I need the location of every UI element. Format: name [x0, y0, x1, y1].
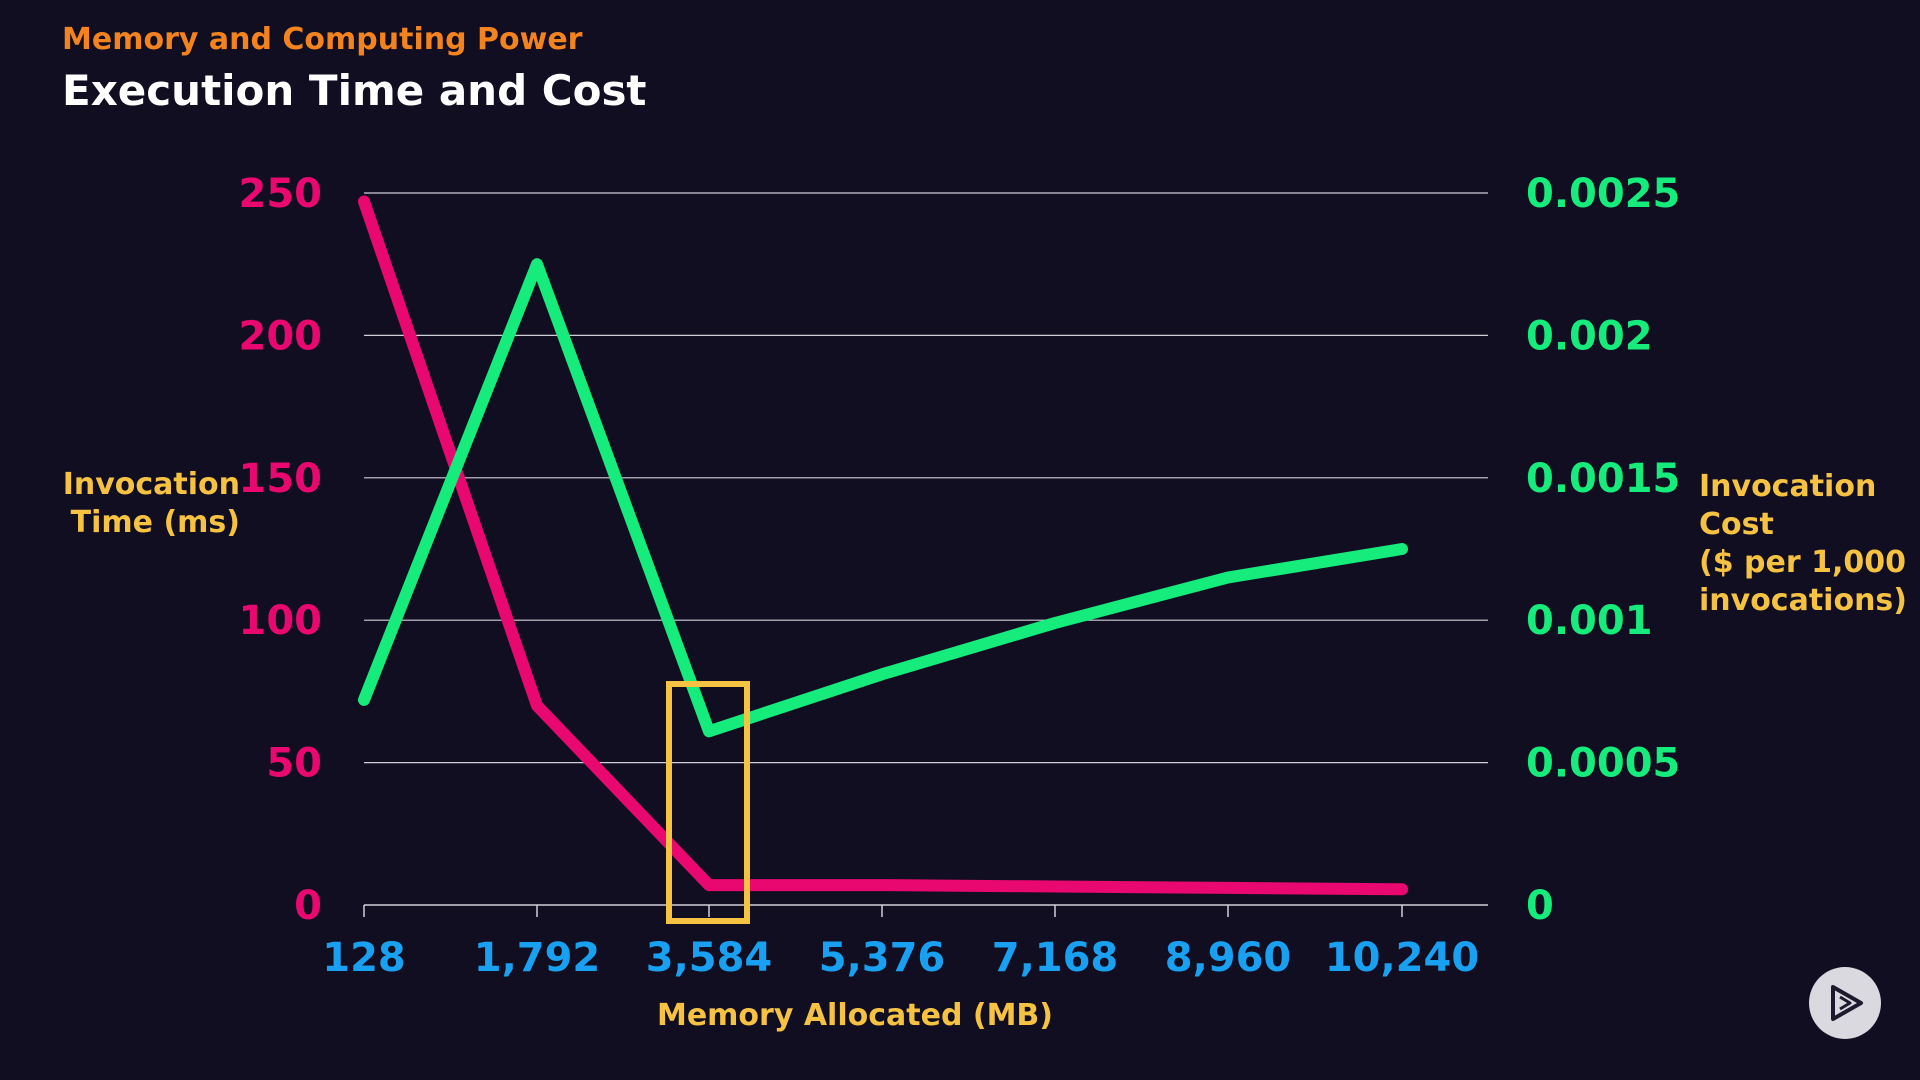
x-tick-label: 3,584 — [646, 935, 773, 981]
play-button[interactable] — [1809, 967, 1881, 1039]
series-lines — [358, 195, 1408, 896]
right-tick-label: 0.0015 — [1526, 456, 1680, 502]
x-axis: 128 1,792 3,584 5,376 7,168 8,960 10,240 — [322, 904, 1488, 981]
x-axis-title: Memory Allocated (MB) — [656, 998, 1054, 1033]
right-axis-ticks: 0 0.0005 0.001 0.0015 0.002 0.0025 — [1526, 171, 1680, 929]
right-tick-label: 0.002 — [1526, 313, 1653, 359]
right-tick-label: 0.001 — [1526, 598, 1653, 644]
left-tick-label: 50 — [266, 741, 322, 787]
right-tick-label: 0.0005 — [1526, 741, 1680, 787]
right-tick-label: 0.0025 — [1526, 171, 1680, 217]
right-axis-title-line: Invocation — [1699, 469, 1877, 504]
x-tick-label: 7,168 — [992, 935, 1119, 981]
right-tick-label: 0 — [1526, 883, 1554, 929]
left-tick-label: 150 — [239, 456, 323, 502]
left-axis-title: Invocation Time (ms) — [62, 467, 240, 540]
left-tick-label: 200 — [239, 313, 323, 359]
right-axis-title-line: ($ per 1,000 — [1699, 545, 1906, 580]
right-axis-title-line: Cost — [1699, 507, 1774, 542]
x-tick-label: 5,376 — [819, 935, 946, 981]
page-title: Execution Time and Cost — [62, 66, 647, 115]
right-axis-title-line: invocations) — [1699, 583, 1907, 618]
x-tick-label: 128 — [322, 935, 406, 981]
highlight — [666, 681, 750, 924]
x-tick-label: 1,792 — [474, 935, 601, 981]
x-tick-label: 8,960 — [1165, 935, 1292, 981]
play-icon — [1831, 985, 1863, 1021]
left-tick-label: 250 — [239, 171, 323, 217]
left-tick-label: 0 — [294, 883, 322, 929]
x-tick-label: 10,240 — [1325, 935, 1479, 981]
highlight-box — [666, 681, 750, 924]
right-axis-title: Invocation Cost ($ per 1,000 invocations… — [1699, 468, 1914, 620]
left-tick-label: 100 — [239, 598, 323, 644]
left-axis-ticks: 0 50 100 150 200 250 — [239, 171, 323, 929]
section-kicker: Memory and Computing Power — [62, 22, 583, 57]
grid-lines — [364, 192, 1488, 764]
